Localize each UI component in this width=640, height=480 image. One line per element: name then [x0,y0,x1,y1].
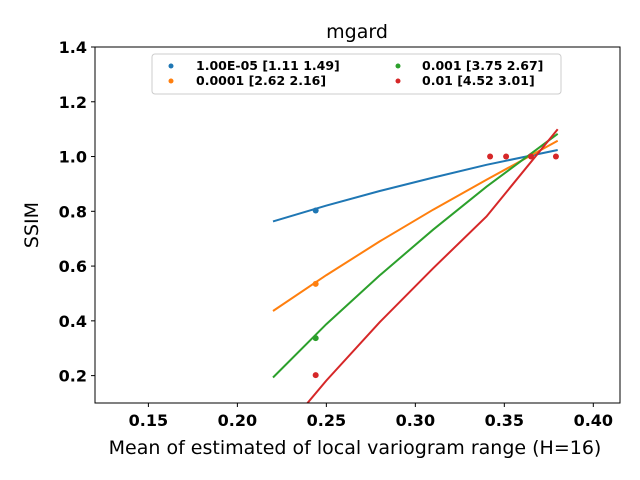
legend-label: 1.00E-05 [1.11 1.49] [196,58,340,73]
y-tick-label: 0.4 [59,312,87,331]
x-axis-label: Mean of estimated of local variogram ran… [109,437,602,459]
data-points [312,153,559,379]
legend-frame [151,53,562,95]
x-tick-label: 0.40 [574,411,613,430]
x-tick-label: 0.35 [485,411,524,430]
fit-curve-3 [306,128,559,403]
y-axis-ticks: 0.2 0.4 0.6 0.8 1.0 1.2 1.4 [59,38,95,386]
y-tick-label: 0.2 [59,367,87,386]
fit-curves [272,128,559,403]
data-point [503,153,510,160]
y-tick-label: 1.4 [59,38,87,57]
legend-label: 0.0001 [2.62 2.16] [196,73,326,88]
legend-label: 0.001 [3.75 2.67] [422,58,543,73]
plot-background [95,47,620,403]
legend-marker [395,63,401,69]
data-point [312,335,319,342]
legend-marker [168,63,174,69]
data-point [528,153,535,160]
y-tick-label: 1.0 [59,148,87,167]
legend: 1.00E-05 [1.11 1.49]0.0001 [2.62 2.16] 0.… [151,53,562,95]
x-tick-label: 0.25 [307,411,346,430]
plot-frame [94,46,621,404]
x-tick-label: 0.15 [129,411,168,430]
chart-title: mgard [326,21,388,43]
data-point [312,280,319,287]
fit-curve-2 [272,132,559,379]
x-tick-label: 0.30 [396,411,435,430]
data-point [312,372,319,379]
legend-label: 0.01 [4.52 3.01] [422,73,535,88]
data-point [312,207,319,214]
y-tick-label: 1.2 [59,93,87,112]
legend-marker [168,78,174,84]
data-point [487,153,494,160]
fit-curve-1 [272,139,559,312]
legend-marker [395,78,401,84]
x-axis-ticks: 0.15 0.20 0.25 0.30 0.35 0.40 [129,403,613,430]
y-axis-label: SSIM [21,202,43,248]
y-tick-label: 0.6 [59,257,87,276]
x-tick-label: 0.20 [218,411,257,430]
data-point [552,153,559,160]
y-tick-label: 0.8 [59,202,87,221]
